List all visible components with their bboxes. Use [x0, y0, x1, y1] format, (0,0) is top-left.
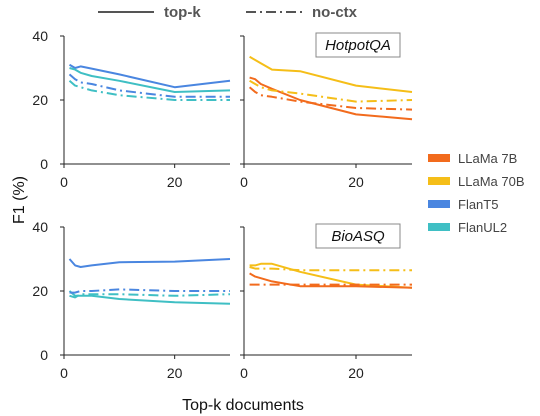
y-tick-label: 20	[32, 283, 48, 299]
panel-1: 0 20 40 0 20	[32, 28, 231, 190]
model-legend-swatch	[428, 177, 450, 185]
style-legend-label-top-k: top-k	[164, 4, 201, 21]
y-tick-label: 40	[32, 219, 48, 235]
x-tick-label: 0	[60, 174, 68, 190]
chart-panels: 0 20 40 0 20 0 20 HotpotQA 0 20 40 0 20 0 20 BioASQ	[32, 28, 413, 381]
series-line-flant5-top-k	[68, 258, 231, 268]
y-tick-label: 20	[32, 92, 48, 108]
model-legend-label: LLaMa 70B	[458, 174, 525, 189]
x-tick-label: 20	[167, 365, 183, 381]
series-line-flant5-no-ctx	[69, 288, 230, 294]
x-tick-label: 20	[348, 174, 364, 190]
x-tick-label: 0	[240, 174, 248, 190]
panel-4: 0 20 BioASQ	[240, 223, 413, 381]
model-legend-swatch	[428, 154, 450, 162]
series-line-flanul2-no-ctx	[68, 80, 230, 101]
x-axis-label: Top-k documents	[182, 397, 304, 414]
series-line-llama-70b-no-ctx	[249, 79, 413, 103]
series-line-flanul2-top-k	[68, 290, 231, 305]
series-line-llama-70b-no-ctx	[249, 266, 412, 272]
series-line-llama-7b-top-k	[249, 76, 413, 121]
x-tick-label: 0	[240, 365, 248, 381]
panel-title-box	[315, 223, 401, 249]
series-line-llama-70b-top-k	[249, 55, 413, 93]
model-legend-swatch	[428, 200, 450, 208]
y-axis-label: F1 (%)	[11, 176, 28, 224]
series-line-flanul2-top-k	[69, 67, 231, 93]
panel-title: BioASQ	[331, 228, 385, 245]
model-legend-label: FlanUL2	[458, 220, 507, 235]
panel-3: 0 20 40 0 20	[32, 219, 231, 381]
series-line-flanul2-no-ctx	[69, 293, 231, 299]
x-tick-label: 0	[60, 365, 68, 381]
x-tick-label: 20	[348, 365, 364, 381]
series-line-flant5-no-ctx	[68, 73, 230, 98]
model-legend-label: LLaMa 7B	[458, 151, 517, 166]
panel-2: 0 20 HotpotQA	[240, 32, 413, 190]
model-legend-label: FlanT5	[458, 197, 498, 212]
y-tick-label: 40	[32, 28, 48, 44]
series-line-flant5-top-k	[69, 63, 231, 89]
style-legend: top-k no-ctx	[98, 4, 358, 21]
y-tick-label: 0	[40, 347, 48, 363]
style-legend-label-no-ctx: no-ctx	[312, 4, 358, 21]
model-legend-swatch	[428, 223, 450, 231]
panel-title-box	[315, 32, 401, 58]
y-tick-label: 0	[40, 156, 48, 172]
series-line-llama-7b-top-k	[249, 272, 413, 289]
x-tick-label: 20	[167, 174, 183, 190]
panel-title: HotpotQA	[325, 37, 391, 54]
model-legend: LLaMa 7B LLaMa 70B FlanT5 FlanUL2	[428, 151, 525, 235]
series-line-llama-7b-no-ctx	[248, 86, 413, 111]
